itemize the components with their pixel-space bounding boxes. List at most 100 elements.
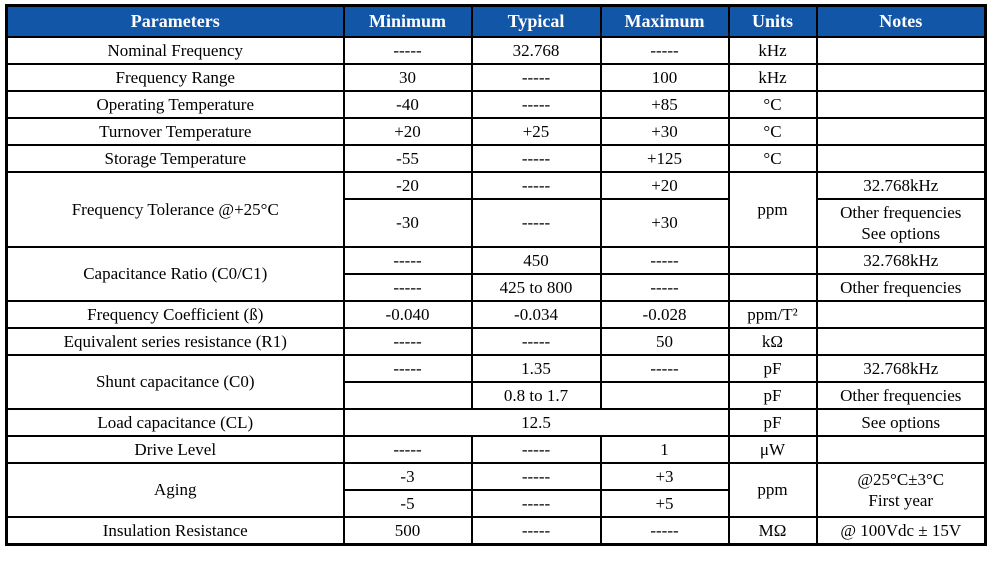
param-insulation-resistance: Insulation Resistance: [5, 516, 345, 545]
operating-temperature-notes: [815, 90, 987, 119]
equivalent-series-resistance-units: kΩ: [727, 327, 818, 356]
row-frequency-tolerance-1: Frequency Tolerance @+25°C -20 ----- +20…: [5, 171, 987, 248]
capacitance-ratio-2-notes: Other frequencies: [815, 273, 987, 302]
row-insulation-resistance: Insulation Resistance 500 ----- ----- MΩ…: [5, 516, 987, 545]
frequency-tolerance-1-min: -20: [342, 171, 473, 200]
load-capacitance-units: pF: [727, 408, 818, 437]
frequency-tolerance-2-notes: Other frequencies See options: [815, 198, 987, 248]
operating-temperature-units: °C: [727, 90, 818, 119]
row-shunt-capacitance-1: Shunt capacitance (C0) ----- 1.35 ----- …: [5, 354, 987, 410]
frequency-coefficient-max: -0.028: [599, 300, 730, 329]
storage-temperature-notes: [815, 144, 987, 173]
shunt-capacitance-1-max: -----: [599, 354, 730, 383]
nominal-frequency-units: kHz: [727, 36, 818, 65]
shunt-capacitance-2-typ: 0.8 to 1.7: [470, 381, 602, 410]
shunt-capacitance-1-units: pF: [727, 354, 818, 383]
load-capacitance-notes: See options: [815, 408, 987, 437]
frequency-coefficient-notes: [815, 300, 987, 329]
capacitance-ratio-2-typ: 425 to 800: [470, 273, 602, 302]
turnover-temperature-units: °C: [727, 117, 818, 146]
aging-2-typ: -----: [470, 489, 602, 518]
frequency-tolerance-1-typ: -----: [470, 171, 602, 200]
shunt-capacitance-1-notes: 32.768kHz: [815, 354, 987, 383]
col-header-maximum: Maximum: [599, 4, 730, 38]
param-drive-level: Drive Level: [5, 435, 345, 464]
aging-notes: @25°C±3°C First year: [815, 462, 987, 518]
datasheet-page: Parameters Minimum Typical Maximum Units…: [5, 4, 987, 546]
aging-1-max: +3: [599, 462, 730, 491]
shunt-capacitance-1-min: -----: [342, 354, 473, 383]
row-aging-2: -5 ----- +5: [7, 489, 986, 518]
insulation-resistance-max: -----: [599, 516, 730, 545]
nominal-frequency-typ: 32.768: [470, 36, 602, 65]
capacitance-ratio-1-units: [727, 246, 818, 275]
shunt-capacitance-2-max: [599, 381, 730, 410]
param-capacitance-ratio: Capacitance Ratio (C0/C1): [5, 246, 345, 302]
row-frequency-tolerance-2: -30 ----- +30 Other frequencies See opti…: [7, 198, 987, 248]
frequency-tolerance-1-notes: 32.768kHz: [815, 171, 987, 200]
col-header-units: Units: [727, 4, 818, 38]
capacitance-ratio-2-units: [727, 273, 818, 302]
aging-units: ppm: [727, 462, 818, 518]
aging-1-typ: -----: [470, 462, 602, 491]
row-drive-level: Drive Level ----- ----- 1 μW: [5, 435, 987, 464]
row-capacitance-ratio-1: Capacitance Ratio (C0/C1) ----- 450 ----…: [5, 246, 987, 302]
shunt-capacitance-2-notes: Other frequencies: [815, 381, 987, 410]
param-turnover-temperature: Turnover Temperature: [5, 117, 345, 146]
frequency-tolerance-2-typ: -----: [470, 198, 602, 248]
drive-level-max: 1: [599, 435, 730, 464]
turnover-temperature-typ: +25: [470, 117, 602, 146]
turnover-temperature-notes: [815, 117, 987, 146]
aging-2-max: +5: [599, 489, 730, 518]
row-frequency-coefficient: Frequency Coefficient (ß) -0.040 -0.034 …: [5, 300, 987, 329]
operating-temperature-max: +85: [599, 90, 730, 119]
insulation-resistance-notes: @ 100Vdc ± 15V: [815, 516, 987, 545]
operating-temperature-min: -40: [342, 90, 473, 119]
frequency-range-notes: [815, 63, 987, 92]
shunt-capacitance-2-min: [342, 381, 473, 410]
frequency-range-typ: -----: [470, 63, 602, 92]
drive-level-notes: [815, 435, 987, 464]
param-equivalent-series-resistance: Equivalent series resistance (R1): [5, 327, 345, 356]
row-capacitance-ratio-2: ----- 425 to 800 ----- Other frequencies: [7, 273, 987, 302]
turnover-temperature-max: +30: [599, 117, 730, 146]
capacitance-ratio-1-max: -----: [599, 246, 730, 275]
row-operating-temperature: Operating Temperature -40 ----- +85 °C: [5, 90, 987, 119]
row-turnover-temperature: Turnover Temperature +20 +25 +30 °C: [5, 117, 987, 146]
drive-level-units: μW: [727, 435, 818, 464]
storage-temperature-typ: -----: [470, 144, 602, 173]
operating-temperature-typ: -----: [470, 90, 602, 119]
aging-2-min: -5: [342, 489, 473, 518]
capacitance-ratio-2-min: -----: [342, 273, 473, 302]
param-aging: Aging: [5, 462, 345, 518]
turnover-temperature-min: +20: [342, 117, 473, 146]
storage-temperature-max: +125: [599, 144, 730, 173]
row-aging-1: Aging -3 ----- +3 ppm @25°C±3°C First ye…: [5, 462, 987, 518]
shunt-capacitance-1-typ: 1.35: [470, 354, 602, 383]
shunt-capacitance-2-units: pF: [727, 381, 818, 410]
equivalent-series-resistance-max: 50: [599, 327, 730, 356]
param-load-capacitance: Load capacitance (CL): [5, 408, 345, 437]
drive-level-typ: -----: [470, 435, 602, 464]
frequency-coefficient-units: ppm/T²: [727, 300, 818, 329]
param-operating-temperature: Operating Temperature: [5, 90, 345, 119]
capacitance-ratio-1-min: -----: [342, 246, 473, 275]
row-load-capacitance: Load capacitance (CL) 12.5 pF See option…: [5, 408, 987, 437]
row-shunt-capacitance-2: 0.8 to 1.7 pF Other frequencies: [7, 381, 987, 410]
param-frequency-range: Frequency Range: [5, 63, 345, 92]
frequency-tolerance-1-max: +20: [599, 171, 730, 200]
col-header-notes: Notes: [815, 4, 987, 38]
insulation-resistance-typ: -----: [470, 516, 602, 545]
param-frequency-tolerance: Frequency Tolerance @+25°C: [5, 171, 345, 248]
equivalent-series-resistance-notes: [815, 327, 987, 356]
insulation-resistance-min: 500: [342, 516, 473, 545]
drive-level-min: -----: [342, 435, 473, 464]
row-frequency-range: Frequency Range 30 ----- 100 kHz: [5, 63, 987, 92]
specifications-table: Parameters Minimum Typical Maximum Units…: [5, 4, 987, 546]
param-storage-temperature: Storage Temperature: [5, 144, 345, 173]
capacitance-ratio-2-max: -----: [599, 273, 730, 302]
frequency-coefficient-min: -0.040: [342, 300, 473, 329]
col-header-typical: Typical: [470, 4, 602, 38]
param-frequency-coefficient: Frequency Coefficient (ß): [5, 300, 345, 329]
header-row: Parameters Minimum Typical Maximum Units…: [5, 4, 987, 38]
